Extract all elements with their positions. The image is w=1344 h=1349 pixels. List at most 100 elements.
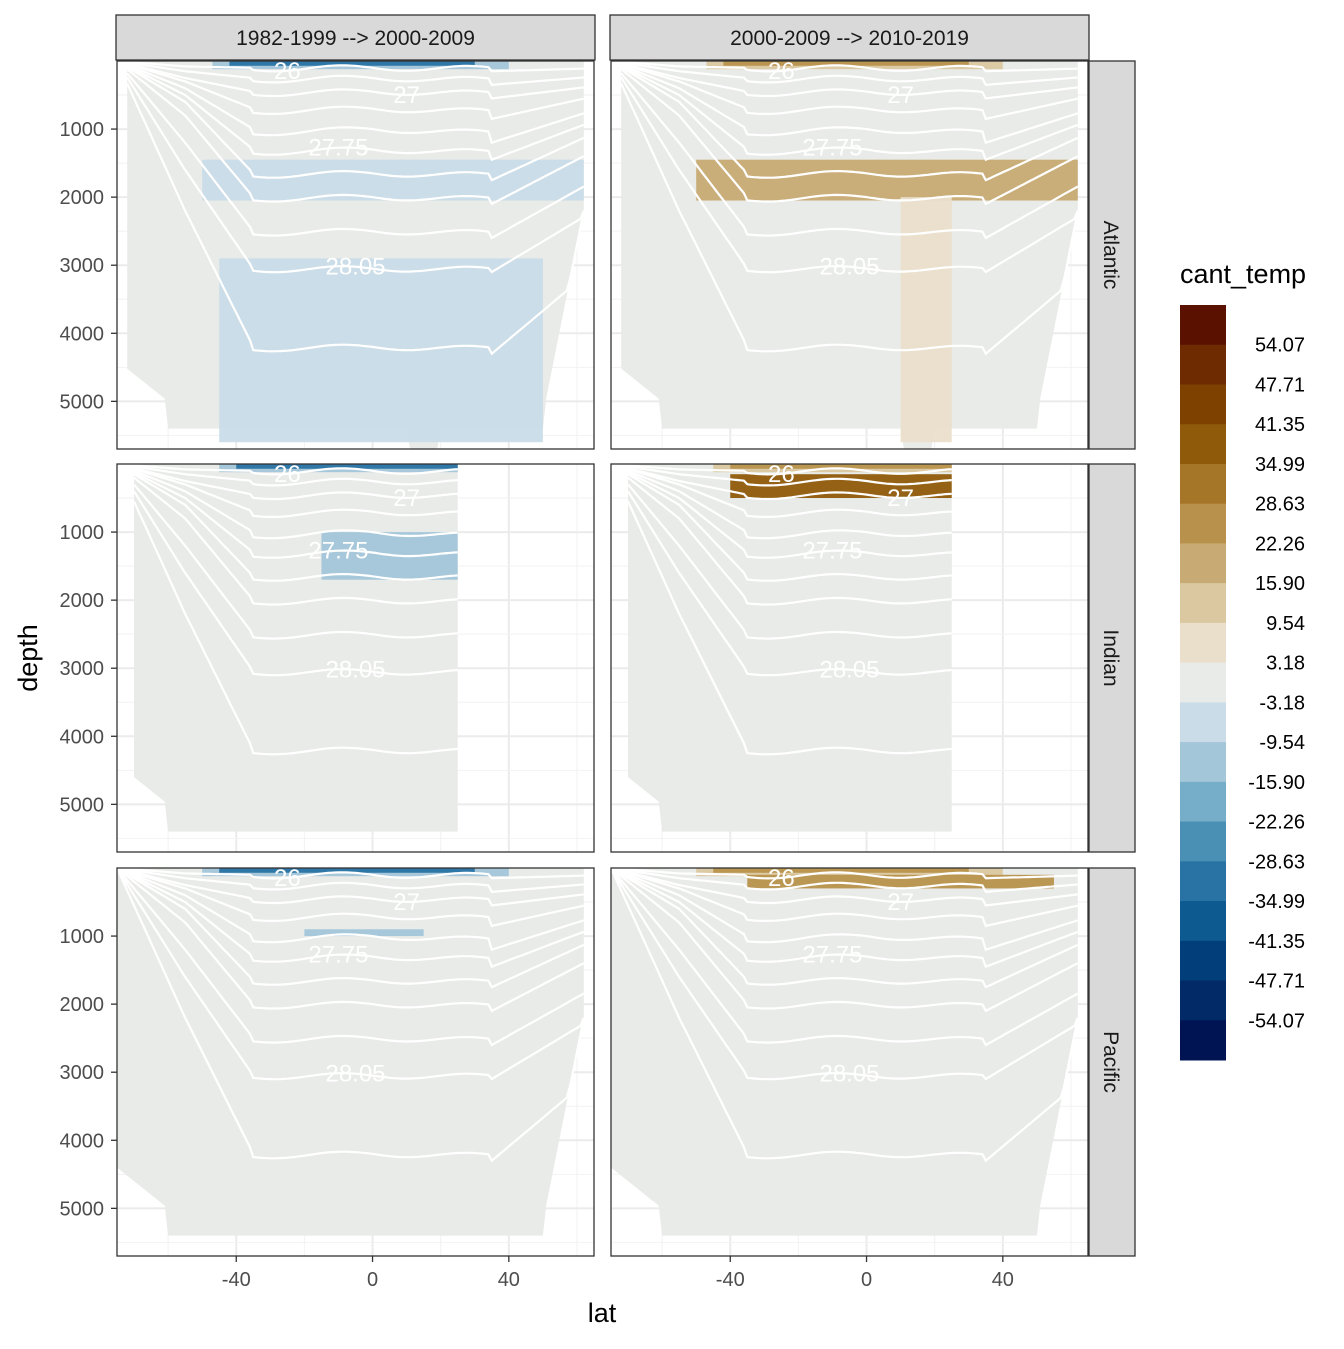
isopycnal-label: 27 [887, 889, 914, 916]
ocean-section [621, 61, 1078, 449]
x-tick-label: 40 [992, 1269, 1014, 1291]
isopycnal-label: 28.05 [325, 657, 385, 684]
isopycnal-label: 28.05 [819, 254, 879, 281]
y-axis-title: depth [13, 624, 43, 692]
legend-label: 15.90 [1255, 573, 1305, 595]
isopycnal-label: 27.75 [308, 135, 368, 162]
legend-color-step [1180, 463, 1226, 505]
legend-color-step [1180, 622, 1226, 664]
isopycnal-label: 27.75 [802, 135, 862, 162]
y-tick-label: 3000 [60, 255, 105, 277]
x-tick-label: 40 [498, 1269, 520, 1291]
y-tick-label: 4000 [60, 1130, 105, 1152]
legend-label: 34.99 [1255, 454, 1305, 476]
y-tick-label: 1000 [60, 119, 105, 141]
ocean-section [628, 464, 952, 832]
facet-strip-col-1-label: 1982-1999 --> 2000-2009 [236, 27, 475, 50]
y-tick-label: 4000 [60, 323, 105, 345]
facet-strip-row-pacific: Pacific [1088, 867, 1136, 1257]
isopycnal-label: 27 [887, 485, 914, 512]
y-tick-label: 3000 [60, 658, 105, 680]
y-tick-label: 5000 [60, 391, 105, 413]
facet-strip-row-pacific-label: Pacific [1099, 1031, 1122, 1093]
legend-color-step [1180, 861, 1226, 902]
isopycnal-label: 27.75 [308, 538, 368, 565]
legend-color-step [1180, 702, 1226, 743]
legend-label: 9.54 [1266, 613, 1305, 635]
legend-label: 47.71 [1255, 374, 1305, 396]
isopycnal-label: 28.05 [325, 1061, 385, 1088]
legend-label: -28.63 [1248, 851, 1305, 873]
y-tick-label: 2000 [60, 187, 105, 209]
legend-label: 28.63 [1255, 494, 1305, 516]
legend-color-step [1180, 901, 1226, 942]
x-axis-title: lat [588, 1298, 617, 1328]
facet-strip-col-2-label: 2000-2009 --> 2010-2019 [730, 27, 969, 50]
y-tick-label: 1000 [60, 522, 105, 544]
isopycnal-label: 27 [393, 485, 420, 512]
facet-strip-col-2: 2000-2009 --> 2010-2019 [609, 14, 1090, 61]
legend-color-step [1180, 384, 1226, 425]
y-tick-label: 5000 [60, 794, 105, 816]
legend-label: -34.99 [1248, 891, 1305, 913]
legend-label: 41.35 [1255, 414, 1305, 436]
legend-label: -54.07 [1248, 1010, 1305, 1032]
legend-label: 54.07 [1255, 335, 1305, 357]
isopycnal-label: 27 [393, 889, 420, 916]
legend-colorbar: 54.07 47.71 41.35 34.99 28.63 22.26 15.90 9.54 3… [1180, 305, 1305, 1061]
anomaly-bands [696, 61, 1078, 443]
legend-color-step [1180, 980, 1226, 1021]
legend-color-step [1180, 821, 1226, 862]
x-tick-label: -40 [716, 1269, 745, 1291]
facet-strip-row-indian-label: Indian [1099, 629, 1122, 686]
legend-label: -47.71 [1248, 971, 1305, 993]
panels: 262727.7528.05262727.7528.05262727.7528.… [115, 58, 1089, 1257]
x-tick-label: -40 [222, 1269, 251, 1291]
legend: cant_temp 54.07 47.71 41.35 34.99 28.63 22.26… [1180, 259, 1306, 1061]
y-axes: 1000 2000 3000 4000 5000 1000 2000 3000 4000 5000… [60, 119, 117, 1220]
y-tick-label: 5000 [60, 1198, 105, 1220]
x-tick-label: 0 [367, 1269, 378, 1291]
legend-label: -15.90 [1248, 772, 1305, 794]
legend-title: cant_temp [1180, 259, 1306, 289]
legend-color-step [1180, 543, 1226, 584]
isopycnal-label: 28.05 [325, 254, 385, 281]
y-tick-label: 2000 [60, 994, 105, 1016]
x-tick-label: 0 [861, 1269, 872, 1291]
facet-strip-row-indian: Indian [1088, 463, 1136, 853]
legend-label: -3.18 [1259, 692, 1305, 714]
legend-color-step [1180, 742, 1226, 783]
isopycnal-label: 27.75 [802, 538, 862, 565]
legend-color-step [1180, 344, 1226, 385]
facet-strip-col-1: 1982-1999 --> 2000-2009 [115, 14, 596, 61]
isopycnal-label: 27 [887, 82, 914, 109]
legend-label: 3.18 [1266, 653, 1305, 675]
facet-strip-row-atlantic-label: Atlantic [1099, 221, 1122, 290]
legend-color-step [1180, 305, 1226, 346]
legend-color-step [1180, 503, 1226, 544]
legend-color-step [1180, 1020, 1226, 1061]
y-tick-label: 3000 [60, 1062, 105, 1084]
legend-color-step [1180, 662, 1226, 703]
isopycnal-label: 28.05 [819, 1061, 879, 1088]
ocean-section [134, 464, 458, 832]
facet-strip-row-atlantic: Atlantic [1088, 60, 1136, 450]
isopycnal-label: 27 [393, 82, 420, 109]
legend-label: -22.26 [1248, 812, 1305, 834]
legend-color-step [1180, 424, 1226, 465]
isopycnal-label: 27.75 [802, 942, 862, 969]
legend-color-step [1180, 583, 1226, 624]
legend-label: 22.26 [1255, 533, 1305, 555]
